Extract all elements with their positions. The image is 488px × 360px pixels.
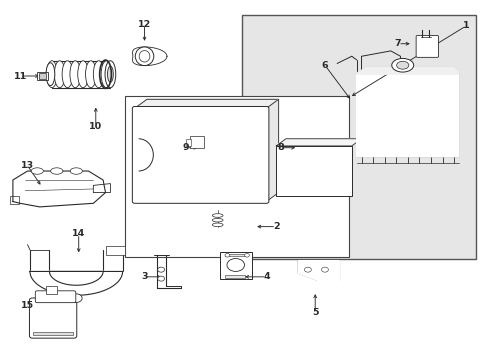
Text: 10: 10 bbox=[89, 122, 102, 131]
Text: 8: 8 bbox=[277, 143, 284, 152]
Text: 3: 3 bbox=[141, 272, 147, 281]
Bar bbox=[189, 136, 203, 148]
Circle shape bbox=[158, 276, 164, 281]
Ellipse shape bbox=[139, 50, 150, 62]
Polygon shape bbox=[356, 67, 458, 74]
FancyBboxPatch shape bbox=[415, 36, 438, 57]
Text: 4: 4 bbox=[263, 272, 269, 281]
Ellipse shape bbox=[70, 61, 81, 87]
Ellipse shape bbox=[31, 168, 43, 174]
Ellipse shape bbox=[212, 219, 223, 222]
Circle shape bbox=[70, 294, 82, 302]
Bar bbox=[46, 286, 57, 294]
Text: 12: 12 bbox=[138, 19, 151, 28]
Circle shape bbox=[321, 267, 328, 272]
Ellipse shape bbox=[135, 47, 154, 66]
Bar bbox=[125, 96, 348, 257]
Ellipse shape bbox=[70, 168, 82, 174]
Ellipse shape bbox=[46, 61, 57, 87]
Text: 2: 2 bbox=[272, 222, 279, 231]
Ellipse shape bbox=[105, 61, 116, 87]
Bar bbox=[37, 72, 48, 80]
Circle shape bbox=[304, 267, 311, 272]
Text: 9: 9 bbox=[183, 143, 189, 152]
FancyBboxPatch shape bbox=[132, 107, 268, 203]
Text: 6: 6 bbox=[321, 61, 327, 70]
Ellipse shape bbox=[62, 61, 73, 87]
Bar bbox=[242, 15, 475, 259]
Text: 5: 5 bbox=[311, 308, 318, 317]
Bar bbox=[295, 157, 329, 182]
Bar bbox=[220, 252, 251, 279]
Ellipse shape bbox=[396, 61, 408, 69]
Text: 1: 1 bbox=[462, 21, 468, 30]
FancyBboxPatch shape bbox=[29, 298, 77, 338]
Ellipse shape bbox=[85, 61, 96, 87]
Polygon shape bbox=[298, 261, 339, 280]
Text: 7: 7 bbox=[394, 39, 401, 48]
Bar bbox=[224, 253, 245, 256]
Bar bbox=[39, 73, 46, 79]
Ellipse shape bbox=[107, 66, 113, 82]
Ellipse shape bbox=[212, 223, 223, 226]
Polygon shape bbox=[132, 47, 166, 66]
Bar bbox=[33, 332, 73, 335]
Ellipse shape bbox=[46, 63, 55, 86]
Text: 15: 15 bbox=[21, 301, 34, 310]
Circle shape bbox=[226, 258, 244, 271]
Ellipse shape bbox=[78, 61, 88, 87]
Circle shape bbox=[244, 253, 249, 257]
Text: 14: 14 bbox=[72, 229, 85, 238]
Polygon shape bbox=[266, 99, 278, 202]
Circle shape bbox=[224, 253, 229, 257]
Text: 11: 11 bbox=[14, 72, 27, 81]
Bar bbox=[10, 196, 19, 204]
Ellipse shape bbox=[391, 58, 413, 72]
Ellipse shape bbox=[93, 61, 104, 87]
Text: 13: 13 bbox=[21, 161, 34, 170]
Polygon shape bbox=[30, 271, 122, 295]
Polygon shape bbox=[276, 139, 361, 146]
Polygon shape bbox=[135, 99, 278, 108]
Ellipse shape bbox=[101, 61, 112, 87]
Bar bbox=[185, 139, 190, 146]
Bar bbox=[224, 275, 245, 278]
Bar bbox=[276, 146, 351, 196]
Ellipse shape bbox=[51, 168, 63, 174]
Circle shape bbox=[158, 267, 164, 272]
FancyBboxPatch shape bbox=[35, 291, 76, 303]
Bar bbox=[105, 246, 125, 255]
Polygon shape bbox=[356, 67, 458, 157]
Ellipse shape bbox=[212, 214, 223, 217]
Ellipse shape bbox=[54, 61, 65, 87]
